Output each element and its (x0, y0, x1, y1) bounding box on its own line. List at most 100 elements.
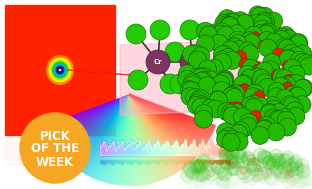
Circle shape (197, 169, 211, 182)
Ellipse shape (59, 68, 61, 72)
Circle shape (228, 104, 246, 122)
Circle shape (215, 72, 233, 90)
Circle shape (204, 24, 224, 44)
Circle shape (254, 13, 272, 31)
Circle shape (213, 51, 231, 69)
Circle shape (232, 12, 249, 30)
Circle shape (218, 168, 232, 181)
Circle shape (224, 146, 238, 159)
Circle shape (170, 74, 190, 94)
Circle shape (227, 85, 244, 103)
Circle shape (297, 165, 311, 178)
Circle shape (275, 69, 294, 87)
Circle shape (227, 161, 241, 175)
Circle shape (236, 154, 249, 168)
Circle shape (264, 109, 282, 127)
Circle shape (256, 119, 274, 138)
Ellipse shape (49, 58, 71, 82)
Circle shape (223, 86, 241, 104)
Circle shape (272, 153, 286, 167)
Circle shape (241, 97, 259, 115)
Circle shape (281, 82, 293, 94)
Circle shape (214, 166, 227, 180)
Circle shape (252, 24, 270, 42)
Circle shape (188, 68, 206, 86)
Circle shape (192, 160, 205, 174)
Circle shape (222, 17, 239, 35)
Circle shape (283, 59, 301, 77)
Circle shape (202, 70, 222, 90)
Circle shape (215, 14, 233, 32)
Circle shape (283, 44, 300, 62)
Circle shape (238, 65, 256, 83)
Circle shape (190, 91, 207, 109)
Circle shape (283, 97, 301, 115)
Circle shape (270, 111, 288, 129)
Circle shape (240, 113, 258, 131)
Circle shape (186, 88, 204, 106)
Circle shape (249, 6, 267, 24)
Circle shape (217, 26, 235, 44)
Circle shape (271, 77, 289, 95)
Circle shape (275, 165, 289, 179)
Circle shape (150, 20, 170, 40)
Circle shape (219, 147, 232, 160)
Circle shape (283, 159, 296, 172)
Ellipse shape (47, 56, 73, 84)
Circle shape (165, 42, 185, 62)
Circle shape (275, 38, 294, 56)
Circle shape (270, 162, 283, 175)
Circle shape (288, 74, 306, 92)
Circle shape (257, 150, 271, 164)
Circle shape (238, 37, 250, 49)
Circle shape (216, 45, 234, 63)
Circle shape (241, 151, 255, 165)
Circle shape (225, 162, 238, 175)
Circle shape (195, 167, 208, 180)
Circle shape (216, 70, 234, 88)
Circle shape (230, 124, 248, 142)
Circle shape (253, 69, 271, 87)
Circle shape (289, 155, 303, 168)
Circle shape (249, 68, 266, 86)
Circle shape (294, 45, 312, 63)
Circle shape (267, 123, 285, 141)
Circle shape (226, 147, 239, 160)
Circle shape (241, 167, 248, 174)
Circle shape (258, 40, 270, 52)
Circle shape (300, 57, 312, 75)
Circle shape (237, 166, 251, 180)
Circle shape (20, 113, 90, 183)
Circle shape (181, 88, 199, 105)
Circle shape (242, 153, 256, 166)
Circle shape (271, 69, 283, 81)
Circle shape (184, 76, 202, 94)
Circle shape (268, 110, 286, 128)
Circle shape (238, 84, 250, 96)
Circle shape (194, 158, 207, 171)
Circle shape (294, 53, 312, 71)
Circle shape (251, 7, 268, 25)
Circle shape (232, 149, 245, 162)
Circle shape (184, 164, 198, 177)
Circle shape (211, 160, 225, 174)
Circle shape (280, 153, 293, 167)
Circle shape (288, 157, 301, 170)
Circle shape (248, 163, 261, 176)
Circle shape (258, 32, 276, 50)
Circle shape (195, 67, 213, 86)
Circle shape (229, 31, 247, 49)
Circle shape (278, 77, 296, 94)
Circle shape (234, 108, 251, 126)
Circle shape (265, 33, 283, 51)
Circle shape (212, 25, 230, 43)
Circle shape (228, 25, 246, 43)
Circle shape (283, 74, 295, 86)
Ellipse shape (55, 64, 66, 76)
Circle shape (274, 172, 281, 179)
Circle shape (285, 170, 292, 178)
Circle shape (247, 159, 261, 172)
Circle shape (212, 81, 231, 99)
Circle shape (219, 49, 237, 67)
Circle shape (218, 167, 232, 181)
